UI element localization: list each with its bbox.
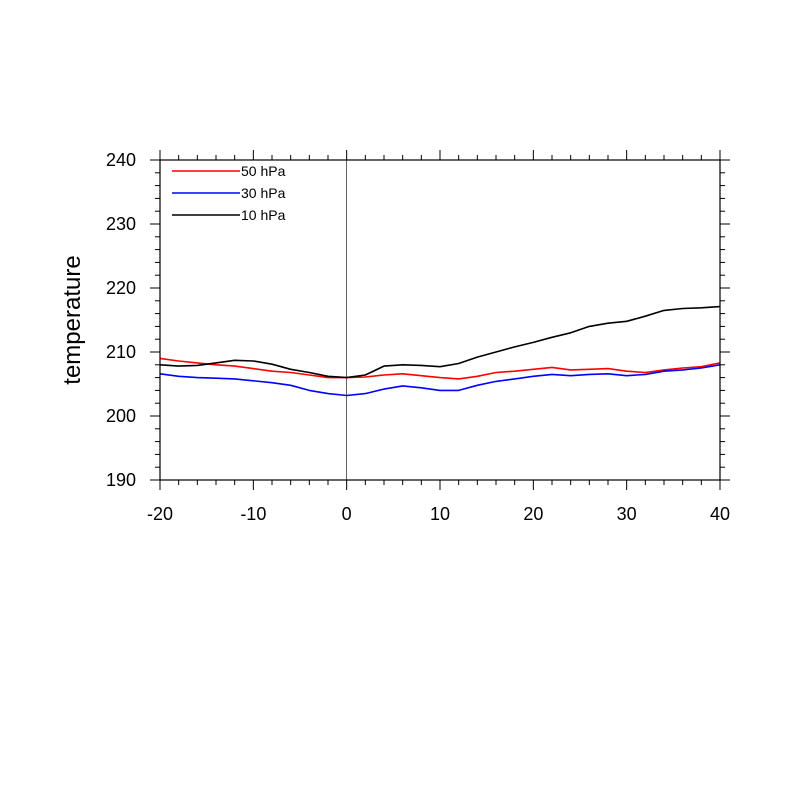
y-tick-label: 240	[106, 150, 136, 170]
x-tick-label: 10	[430, 504, 450, 524]
major-ticks	[150, 150, 730, 490]
x-tick-label: -10	[240, 504, 266, 524]
x-tick-label: 40	[710, 504, 730, 524]
y-tick-label: 210	[106, 342, 136, 362]
tick-labels: -20 -10 0 10 20 30 40 190 200 210 220 230 240	[106, 150, 730, 524]
y-tick-label: 220	[106, 278, 136, 298]
x-tick-label: -20	[147, 504, 173, 524]
series-line-50-hpa	[159, 357, 721, 380]
legend-label-30-hpa: 30 hPa	[241, 185, 286, 201]
series-line-30-hpa	[159, 364, 721, 397]
x-tick-label: 20	[523, 504, 543, 524]
y-tick-label: 200	[106, 406, 136, 426]
legend-label-50-hpa: 50 hPa	[241, 163, 286, 179]
legend: 50 hPa 30 hPa 10 hPa	[172, 163, 286, 223]
series-lines	[159, 305, 721, 397]
x-tick-label: 0	[342, 504, 352, 524]
legend-label-10-hpa: 10 hPa	[241, 207, 286, 223]
x-tick-label: 30	[617, 504, 637, 524]
y-axis-title: temperature	[59, 255, 86, 384]
y-tick-label: 230	[106, 214, 136, 234]
series-line-10-hpa	[159, 305, 721, 379]
y-tick-label: 190	[106, 470, 136, 490]
minor-ticks	[155, 155, 725, 485]
plot-frame	[159, 159, 721, 481]
